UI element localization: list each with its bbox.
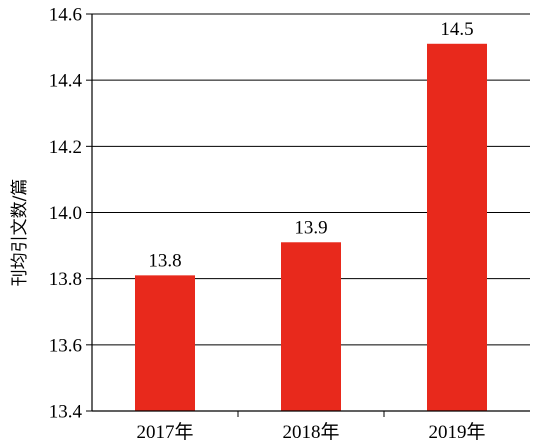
y-tick-label: 14.4: [49, 71, 83, 92]
x-tick-label: 2019年: [428, 421, 485, 443]
y-tick-label: 13.6: [49, 335, 82, 356]
bar: [281, 242, 341, 411]
y-tick-label: 14.2: [49, 137, 82, 158]
x-tick-label: 2017年: [136, 421, 193, 443]
x-tick-label: 2018年: [282, 421, 339, 443]
y-tick-label: 13.4: [49, 402, 83, 423]
y-axis-title: 刊均引文数/篇: [10, 179, 30, 287]
axes: [86, 13, 530, 417]
bars: [135, 43, 487, 412]
y-tick-label: 13.8: [49, 269, 82, 290]
bar-value-label: 14.5: [440, 19, 473, 40]
bar-value-label: 13.9: [294, 217, 327, 238]
y-tick-label: 14.0: [49, 203, 82, 224]
bar: [427, 43, 487, 412]
bar: [135, 275, 195, 411]
y-tick-label: 14.6: [49, 5, 82, 26]
labels: 13.4 13.6 13.8 14.0 14.2 14.4 14.6 13.8 2017年 13.…: [49, 5, 486, 444]
bar-value-label: 13.8: [148, 250, 181, 271]
